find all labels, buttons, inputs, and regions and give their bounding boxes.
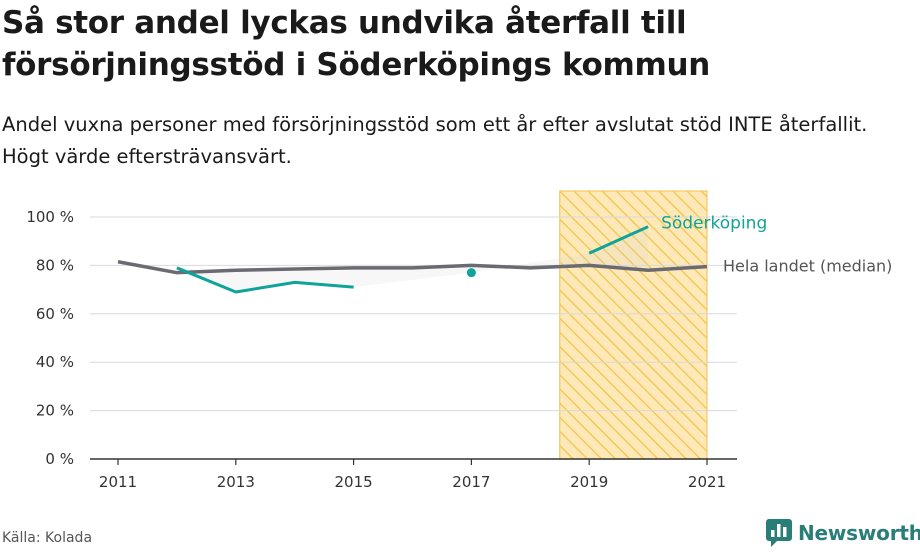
brand-name: Newsworthy — [798, 521, 920, 545]
brand-logo: Newsworthy — [766, 519, 920, 547]
y-tick-label: 100 % — [26, 208, 74, 226]
y-tick-label: 20 % — [36, 402, 74, 420]
local-series-line — [176, 266, 354, 294]
y-tick-label: 40 % — [36, 353, 74, 371]
x-tick-label: 2017 — [452, 473, 490, 491]
source-note: Källa: Kolada — [2, 530, 93, 546]
y-tick-label: 0 % — [45, 450, 74, 468]
x-tick-label: 2011 — [99, 473, 137, 491]
x-tick-label: 2021 — [688, 473, 726, 491]
chart-subtitle: Andel vuxna personer med försörjningsstö… — [2, 113, 868, 168]
series-label-national: Hela landet (median) — [723, 257, 892, 276]
local-series-line — [588, 225, 649, 255]
chart-title: Så stor andel lyckas undvika återfall ti… — [2, 5, 711, 83]
national-series-line — [117, 260, 708, 275]
y-tick-label: 60 % — [36, 305, 74, 323]
x-tick-label: 2015 — [335, 473, 373, 491]
series-label-soderkoping: Söderköping — [661, 214, 767, 234]
x-tick-label: 2019 — [570, 473, 608, 491]
difference-band — [176, 226, 649, 293]
local-series-point — [466, 268, 476, 278]
highlight-period — [559, 190, 708, 460]
x-tick-label: 2013 — [217, 473, 255, 491]
newsworthy-logo-icon — [766, 519, 792, 547]
y-tick-label: 80 % — [36, 256, 74, 274]
